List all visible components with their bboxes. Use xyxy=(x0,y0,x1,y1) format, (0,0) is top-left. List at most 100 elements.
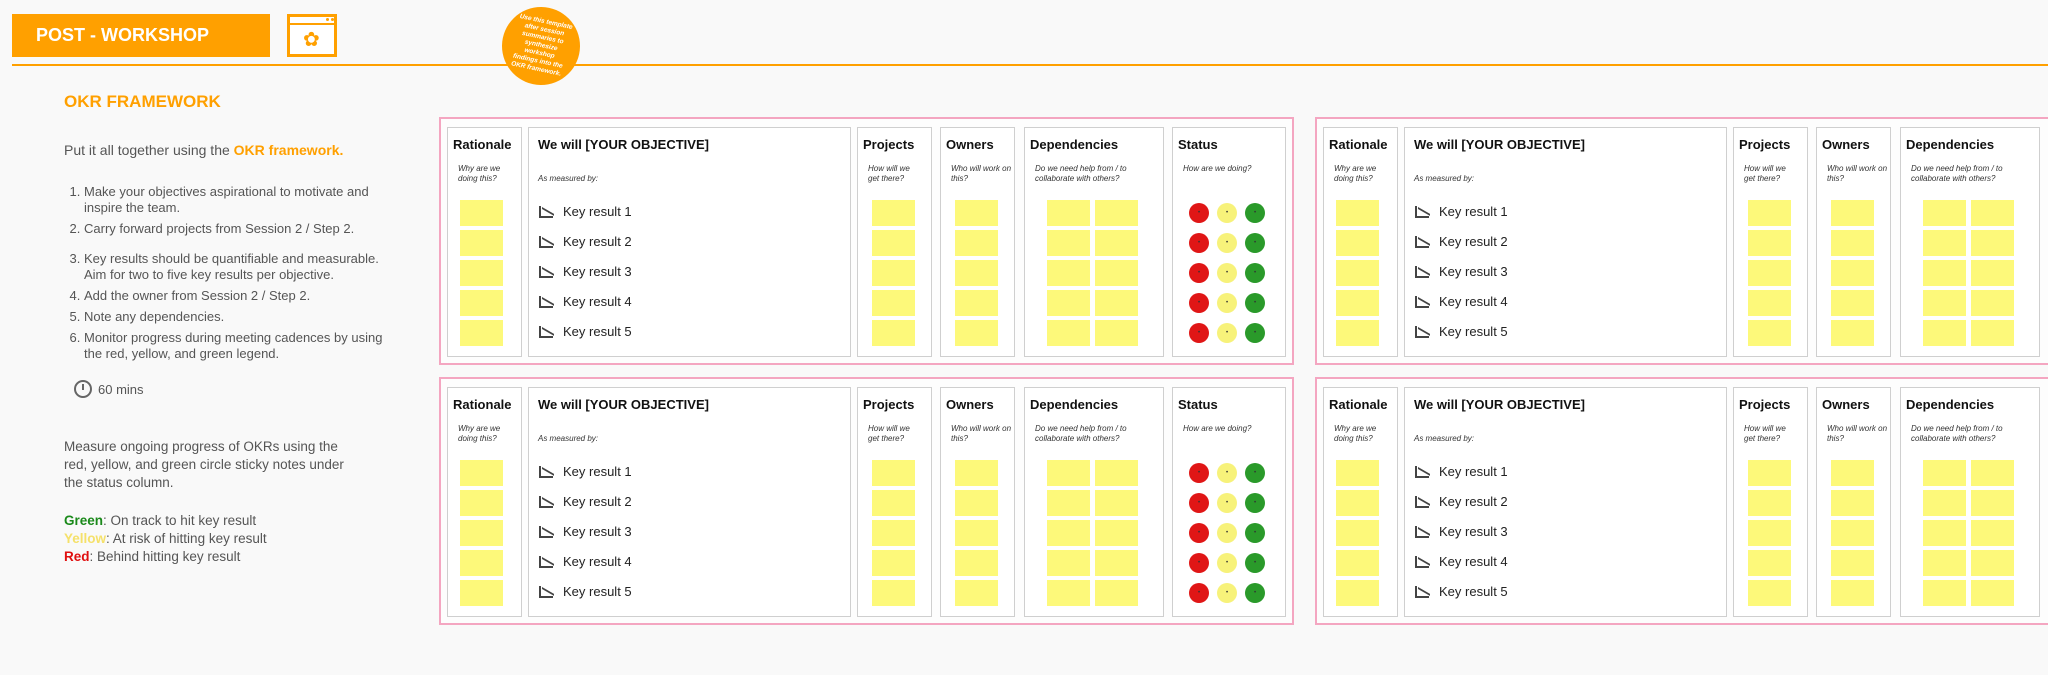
sticky-note[interactable] xyxy=(460,290,503,316)
sticky-note[interactable] xyxy=(1095,550,1138,576)
sticky-note[interactable] xyxy=(1047,320,1090,346)
sticky-note[interactable] xyxy=(1095,260,1138,286)
sticky-note[interactable] xyxy=(1047,520,1090,546)
sticky-note[interactable] xyxy=(460,550,503,576)
sticky-note[interactable] xyxy=(1923,290,1966,316)
objective-title[interactable]: We will [YOUR OBJECTIVE] xyxy=(1414,137,1585,152)
sticky-note[interactable] xyxy=(1831,520,1874,546)
sticky-note[interactable] xyxy=(872,260,915,286)
sticky-note[interactable] xyxy=(1047,490,1090,516)
yellow-status-dot[interactable]: • xyxy=(1217,553,1237,573)
yellow-status-dot[interactable]: • xyxy=(1217,493,1237,513)
sticky-note[interactable] xyxy=(460,320,503,346)
red-status-dot[interactable]: • xyxy=(1189,233,1209,253)
sticky-note[interactable] xyxy=(1336,490,1379,516)
sticky-note[interactable] xyxy=(460,200,503,226)
sticky-note[interactable] xyxy=(1047,200,1090,226)
sticky-note[interactable] xyxy=(1831,260,1874,286)
key-result-item[interactable]: Key result 2 xyxy=(1415,234,1508,249)
red-status-dot[interactable]: • xyxy=(1189,323,1209,343)
sticky-note[interactable] xyxy=(955,200,998,226)
sticky-note[interactable] xyxy=(1047,290,1090,316)
sticky-note[interactable] xyxy=(872,520,915,546)
sticky-note[interactable] xyxy=(872,490,915,516)
sticky-note[interactable] xyxy=(1971,200,2014,226)
key-result-item[interactable]: Key result 3 xyxy=(539,264,632,279)
sticky-note[interactable] xyxy=(1095,230,1138,256)
sticky-note[interactable] xyxy=(1831,200,1874,226)
sticky-note[interactable] xyxy=(1831,230,1874,256)
yellow-status-dot[interactable]: • xyxy=(1217,583,1237,603)
key-result-item[interactable]: Key result 2 xyxy=(539,234,632,249)
key-result-item[interactable]: Key result 4 xyxy=(1415,554,1508,569)
sticky-note[interactable] xyxy=(955,320,998,346)
sticky-note[interactable] xyxy=(1047,260,1090,286)
sticky-note[interactable] xyxy=(1336,580,1379,606)
sticky-note[interactable] xyxy=(1095,200,1138,226)
key-result-item[interactable]: Key result 5 xyxy=(539,324,632,339)
sticky-note[interactable] xyxy=(1923,520,1966,546)
sticky-note[interactable] xyxy=(1095,290,1138,316)
sticky-note[interactable] xyxy=(1748,490,1791,516)
green-status-dot[interactable]: • xyxy=(1245,523,1265,543)
sticky-note[interactable] xyxy=(872,550,915,576)
green-status-dot[interactable]: • xyxy=(1245,323,1265,343)
sticky-note[interactable] xyxy=(1971,580,2014,606)
sticky-note[interactable] xyxy=(1748,550,1791,576)
sticky-note[interactable] xyxy=(1971,520,2014,546)
key-result-item[interactable]: Key result 1 xyxy=(1415,204,1508,219)
key-result-item[interactable]: Key result 4 xyxy=(539,554,632,569)
yellow-status-dot[interactable]: • xyxy=(1217,233,1237,253)
key-result-item[interactable]: Key result 3 xyxy=(1415,524,1508,539)
sticky-note[interactable] xyxy=(460,230,503,256)
sticky-note[interactable] xyxy=(1047,550,1090,576)
sticky-note[interactable] xyxy=(872,200,915,226)
sticky-note[interactable] xyxy=(1336,290,1379,316)
green-status-dot[interactable]: • xyxy=(1245,463,1265,483)
red-status-dot[interactable]: • xyxy=(1189,263,1209,283)
sticky-note[interactable] xyxy=(955,260,998,286)
info-sticker[interactable]: Use this template after session summarie… xyxy=(494,0,588,93)
sticky-note[interactable] xyxy=(1047,580,1090,606)
sticky-note[interactable] xyxy=(872,290,915,316)
sticky-note[interactable] xyxy=(955,290,998,316)
objective-title[interactable]: We will [YOUR OBJECTIVE] xyxy=(538,137,709,152)
sticky-note[interactable] xyxy=(955,550,998,576)
sticky-note[interactable] xyxy=(872,580,915,606)
sticky-note[interactable] xyxy=(1923,230,1966,256)
sticky-note[interactable] xyxy=(1831,550,1874,576)
sticky-note[interactable] xyxy=(1748,260,1791,286)
sticky-note[interactable] xyxy=(1336,460,1379,486)
green-status-dot[interactable]: • xyxy=(1245,263,1265,283)
sticky-note[interactable] xyxy=(1748,230,1791,256)
key-result-item[interactable]: Key result 4 xyxy=(539,294,632,309)
sticky-note[interactable] xyxy=(460,460,503,486)
green-status-dot[interactable]: • xyxy=(1245,583,1265,603)
key-result-item[interactable]: Key result 2 xyxy=(1415,494,1508,509)
sticky-note[interactable] xyxy=(955,490,998,516)
sticky-note[interactable] xyxy=(1095,460,1138,486)
green-status-dot[interactable]: • xyxy=(1245,553,1265,573)
yellow-status-dot[interactable]: • xyxy=(1217,323,1237,343)
sticky-note[interactable] xyxy=(1095,520,1138,546)
green-status-dot[interactable]: • xyxy=(1245,293,1265,313)
sticky-note[interactable] xyxy=(460,260,503,286)
key-result-item[interactable]: Key result 4 xyxy=(1415,294,1508,309)
sticky-note[interactable] xyxy=(460,490,503,516)
red-status-dot[interactable]: • xyxy=(1189,463,1209,483)
sticky-note[interactable] xyxy=(1971,550,2014,576)
sticky-note[interactable] xyxy=(1831,490,1874,516)
key-result-item[interactable]: Key result 5 xyxy=(539,584,632,599)
sticky-note[interactable] xyxy=(1336,520,1379,546)
sticky-note[interactable] xyxy=(1923,320,1966,346)
sticky-note[interactable] xyxy=(1336,200,1379,226)
sticky-note[interactable] xyxy=(1923,580,1966,606)
sticky-note[interactable] xyxy=(1748,580,1791,606)
sticky-note[interactable] xyxy=(1047,460,1090,486)
sticky-note[interactable] xyxy=(1971,320,2014,346)
objective-title[interactable]: We will [YOUR OBJECTIVE] xyxy=(1414,397,1585,412)
sticky-note[interactable] xyxy=(1095,320,1138,346)
green-status-dot[interactable]: • xyxy=(1245,203,1265,223)
yellow-status-dot[interactable]: • xyxy=(1217,523,1237,543)
sticky-note[interactable] xyxy=(1336,260,1379,286)
